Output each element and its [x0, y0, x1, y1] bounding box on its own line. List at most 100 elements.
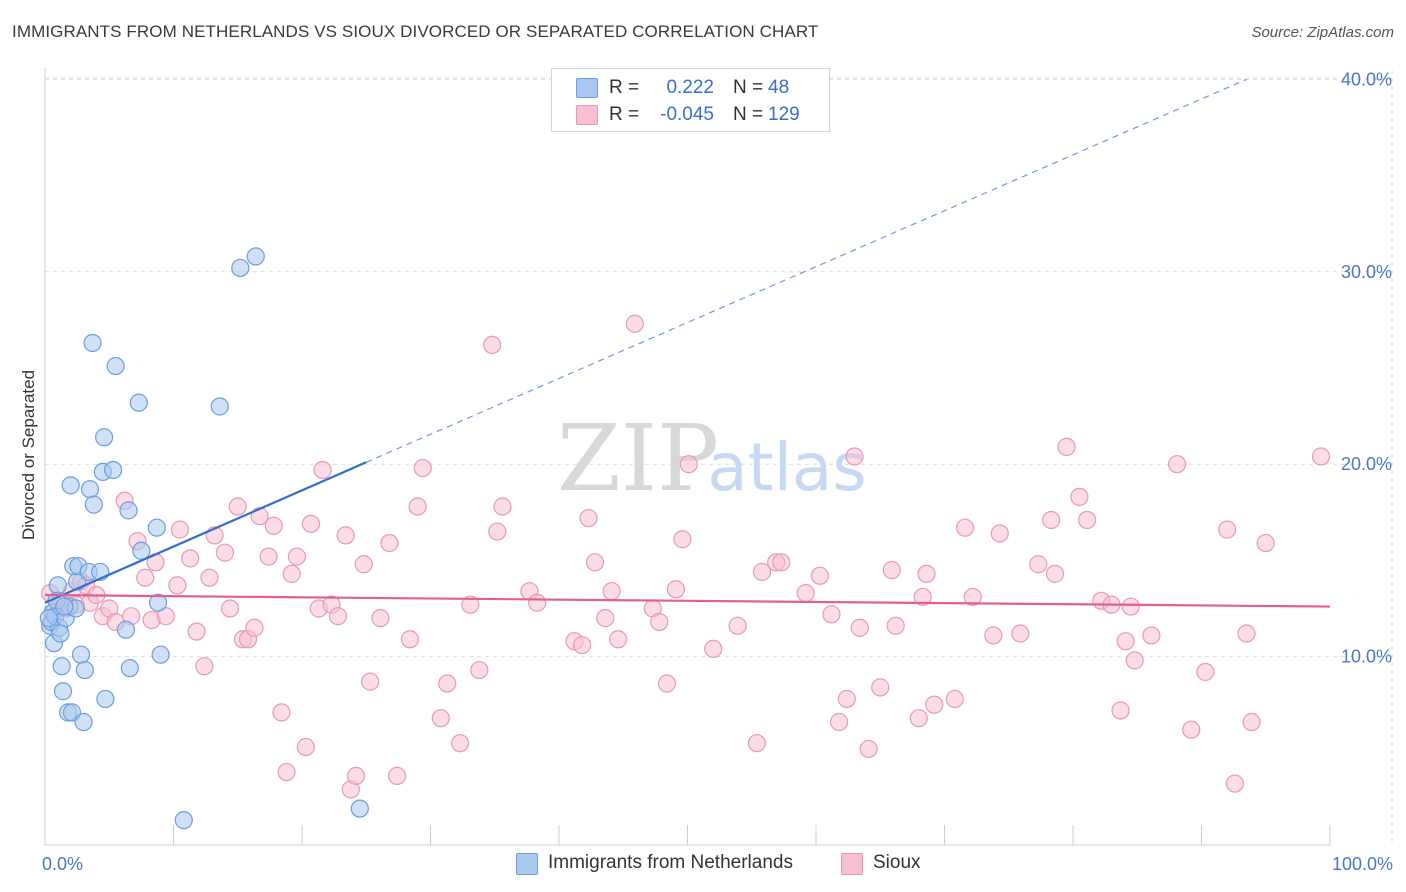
legend-n-value: 48 [768, 77, 790, 98]
netherlands-point [95, 428, 114, 447]
sioux-point [625, 314, 644, 333]
sioux-point [1116, 632, 1135, 651]
legend-r-value: -0.045 [660, 104, 714, 125]
sioux-point [380, 533, 399, 553]
sioux-point [984, 626, 1003, 645]
sioux-points [41, 314, 1331, 799]
bottom-legend-swatch-blue [516, 853, 538, 875]
sioux-point [400, 630, 420, 649]
sioux-point [450, 734, 470, 753]
legend-n-value: 129 [768, 104, 800, 125]
watermark-atlas: atlas [707, 429, 867, 506]
sioux-point [438, 674, 457, 693]
sioux-point [650, 612, 669, 632]
sioux-point [1167, 455, 1187, 474]
sioux-point [371, 609, 390, 628]
netherlands-point [210, 397, 229, 416]
netherlands-point [132, 541, 151, 560]
sioux-point [470, 660, 489, 680]
sioux-point [882, 560, 901, 580]
sioux-point [408, 497, 427, 516]
sioux-point [228, 497, 247, 516]
sioux-point [673, 530, 692, 549]
sioux-point [1125, 651, 1144, 670]
netherlands-point [48, 576, 67, 595]
y-axis-label: Divorced or Separated [19, 370, 38, 540]
sioux-point [181, 549, 200, 568]
sioux-point [354, 555, 373, 574]
netherlands-point [74, 712, 93, 732]
legend-r-value: 0.222 [666, 77, 714, 98]
sioux-point [796, 584, 815, 603]
sioux-point [990, 524, 1009, 543]
sioux-point [483, 335, 502, 355]
sioux-point [313, 460, 332, 480]
sioux-point [1256, 533, 1275, 553]
legend-r-label: R = [609, 104, 640, 125]
netherlands-point [52, 657, 71, 676]
legend-n-label: N = [733, 104, 764, 125]
sioux-point [156, 607, 175, 626]
netherlands-point [106, 356, 125, 376]
x-tick-label: 100.0% [1332, 854, 1393, 874]
sioux-point [413, 458, 432, 478]
sioux-point [431, 709, 450, 728]
sioux-point [1311, 447, 1331, 466]
y-tick-label: 30.0% [1341, 262, 1392, 282]
sioux-point [170, 520, 190, 539]
sioux-point [886, 616, 905, 635]
sioux-point [346, 766, 366, 785]
sioux-point [1196, 662, 1215, 682]
sioux-point [585, 553, 605, 572]
x-tick-label: 0.0% [42, 854, 83, 874]
sioux-point [259, 547, 278, 566]
sioux-point [579, 508, 598, 528]
sioux-point [215, 543, 234, 562]
sioux-point [1237, 624, 1256, 643]
sioux-point [195, 657, 214, 676]
netherlands-point [148, 593, 168, 612]
sioux-point [488, 522, 507, 541]
sioux-point [810, 566, 829, 585]
sioux-point [136, 568, 155, 587]
netherlands-point [231, 258, 250, 278]
chart-source: Source: ZipAtlas.com [1251, 24, 1394, 41]
sioux-point [220, 599, 240, 618]
netherlands-point [116, 620, 136, 639]
sioux-point [1057, 437, 1076, 456]
sioux-point [1142, 626, 1161, 645]
y-tick-label: 40.0% [1341, 69, 1392, 89]
sioux-point [528, 593, 547, 612]
sioux-point [955, 518, 975, 537]
netherlands-trend-extension [366, 78, 1247, 463]
netherlands-point [80, 480, 100, 499]
bottom-legend-label: Sioux [873, 852, 921, 873]
trend-lines [44, 78, 1331, 608]
sioux-point [925, 695, 944, 714]
sioux-point [917, 564, 936, 583]
sioux-point [200, 568, 219, 587]
netherlands-point [75, 660, 94, 680]
sioux-point [1242, 712, 1261, 732]
sioux-point [850, 618, 869, 637]
sioux-point [277, 762, 296, 782]
legend-row-netherlands: R = 0.222 N = 48 [552, 75, 829, 101]
sioux-point [909, 709, 928, 728]
sioux-point [1225, 774, 1245, 793]
sioux-point [1070, 487, 1089, 507]
legend-r-label: R = [609, 77, 640, 98]
legend-row-sioux: R = -0.045 N = 129 [552, 102, 829, 128]
sioux-point [752, 562, 772, 582]
sioux-point [913, 587, 932, 607]
netherlands-point [83, 333, 102, 353]
sioux-point [704, 639, 723, 659]
sioux-point [168, 576, 187, 595]
netherlands-point [39, 609, 58, 628]
netherlands-point [104, 460, 123, 480]
sioux-point [272, 703, 291, 722]
sioux-point [1111, 701, 1130, 720]
sioux-point [1078, 510, 1097, 530]
axes [44, 68, 1331, 846]
y-tick-label: 20.0% [1341, 454, 1392, 474]
